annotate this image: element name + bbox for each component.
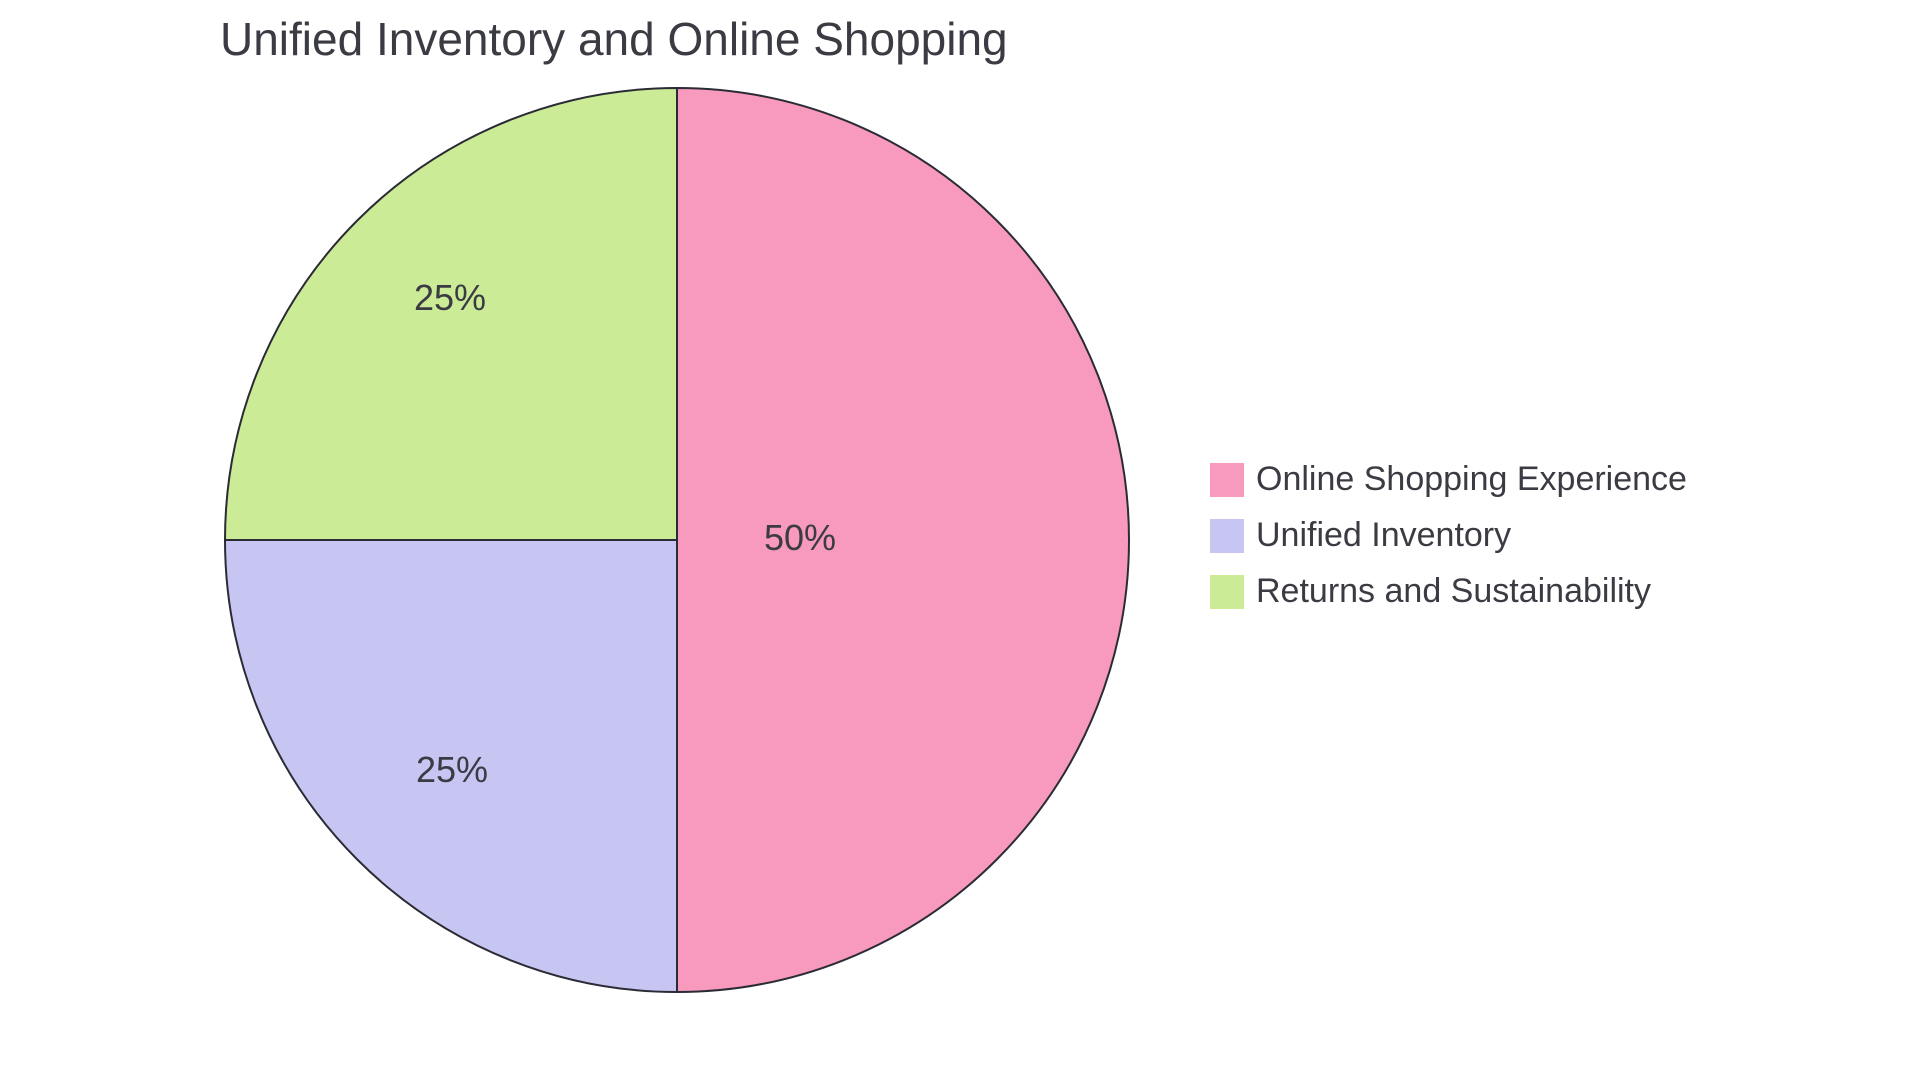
slice-label-0: 50% xyxy=(764,517,836,559)
pie-slice-0 xyxy=(677,88,1129,992)
legend-label-2: Returns and Sustainability xyxy=(1256,572,1651,611)
pie-chart xyxy=(221,84,1133,996)
chart-viewport: Unified Inventory and Online Shopping On… xyxy=(0,0,1920,1080)
legend: Online Shopping Experience Unified Invent… xyxy=(1210,460,1687,611)
legend-item-2: Returns and Sustainability xyxy=(1210,572,1687,611)
legend-swatch-0 xyxy=(1210,463,1244,497)
slice-label-2: 25% xyxy=(414,277,486,319)
legend-label-1: Unified Inventory xyxy=(1256,516,1511,555)
slice-label-1: 25% xyxy=(416,749,488,791)
legend-swatch-1 xyxy=(1210,519,1244,553)
legend-item-1: Unified Inventory xyxy=(1210,516,1687,555)
legend-label-0: Online Shopping Experience xyxy=(1256,460,1687,499)
legend-swatch-2 xyxy=(1210,575,1244,609)
legend-item-0: Online Shopping Experience xyxy=(1210,460,1687,499)
pie-svg xyxy=(221,84,1133,996)
chart-title: Unified Inventory and Online Shopping xyxy=(220,12,1008,66)
